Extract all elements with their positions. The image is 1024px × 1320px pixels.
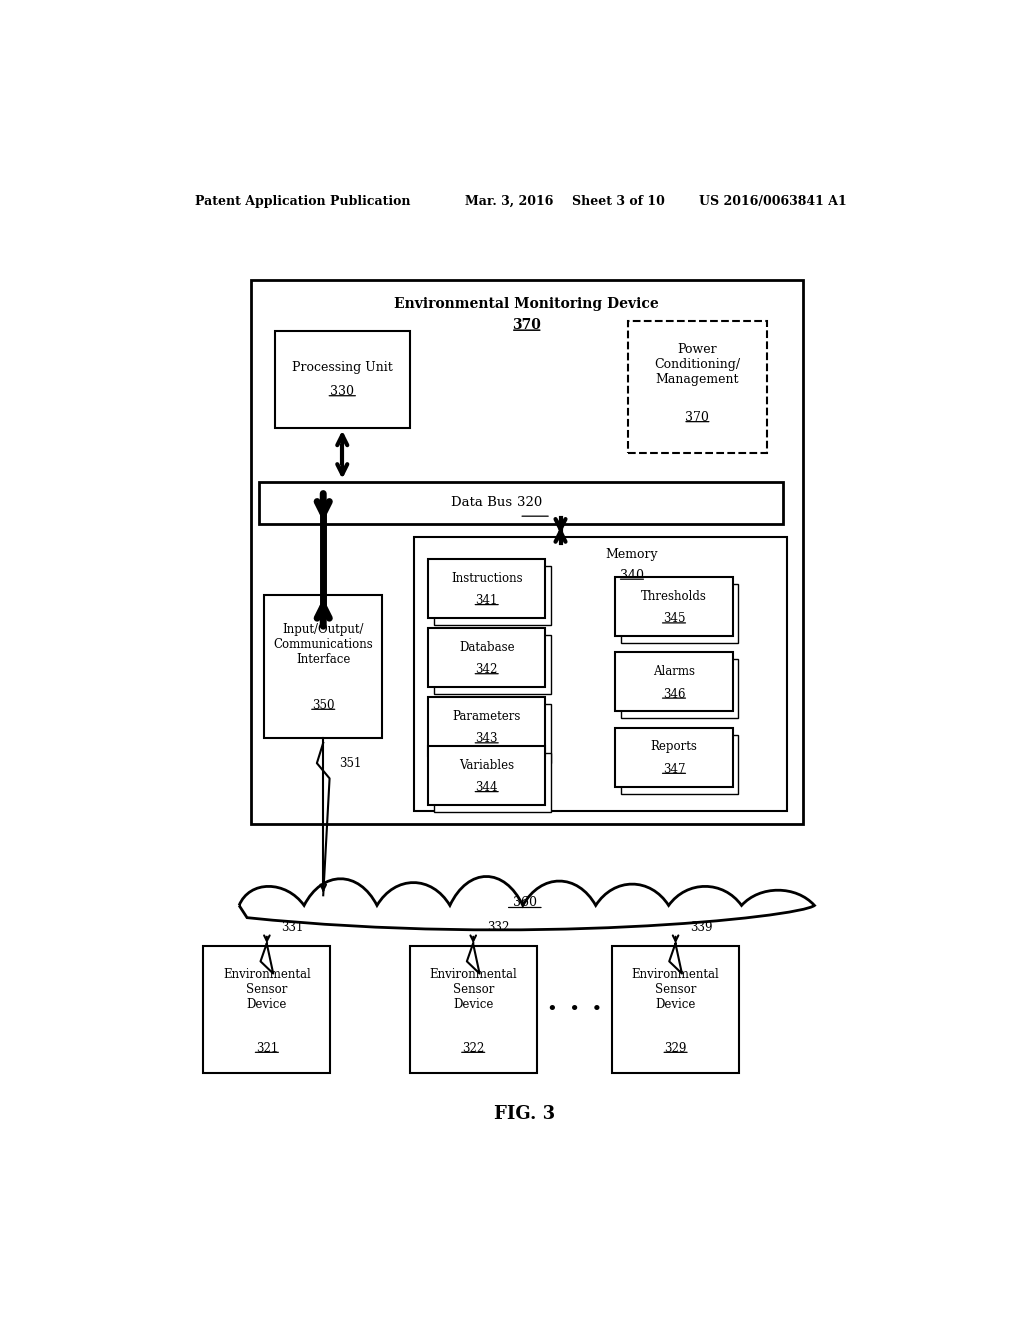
- Text: 321: 321: [256, 1041, 278, 1055]
- FancyBboxPatch shape: [428, 558, 546, 618]
- Text: 370: 370: [512, 318, 542, 333]
- Text: Patent Application Publication: Patent Application Publication: [196, 194, 411, 207]
- Text: Data Bus: Data Bus: [452, 496, 517, 510]
- Text: 340: 340: [620, 569, 644, 582]
- FancyBboxPatch shape: [621, 660, 738, 718]
- Text: Thresholds: Thresholds: [641, 590, 707, 603]
- Text: Alarms: Alarms: [653, 665, 695, 678]
- FancyBboxPatch shape: [428, 628, 546, 686]
- FancyBboxPatch shape: [274, 331, 410, 428]
- Text: Reports: Reports: [650, 741, 697, 754]
- Text: 346: 346: [663, 688, 685, 701]
- Text: Environmental
Sensor
Device: Environmental Sensor Device: [632, 968, 720, 1011]
- Text: 332: 332: [487, 921, 510, 935]
- Text: 370: 370: [685, 411, 710, 424]
- Text: Memory: Memory: [605, 548, 658, 561]
- Text: Instructions: Instructions: [451, 572, 522, 585]
- FancyBboxPatch shape: [410, 946, 537, 1073]
- FancyBboxPatch shape: [433, 704, 551, 763]
- FancyBboxPatch shape: [621, 585, 738, 643]
- FancyBboxPatch shape: [428, 697, 546, 756]
- FancyBboxPatch shape: [433, 752, 551, 812]
- Text: 343: 343: [475, 733, 498, 746]
- Text: Environmental Monitoring Device: Environmental Monitoring Device: [394, 297, 659, 310]
- Text: 330: 330: [331, 385, 354, 399]
- Text: Variables: Variables: [459, 759, 514, 772]
- Text: 320: 320: [517, 496, 542, 510]
- Text: US 2016/0063841 A1: US 2016/0063841 A1: [699, 194, 847, 207]
- Text: 347: 347: [663, 763, 685, 776]
- FancyBboxPatch shape: [259, 482, 782, 524]
- FancyBboxPatch shape: [251, 280, 803, 824]
- Text: 331: 331: [282, 921, 303, 935]
- FancyBboxPatch shape: [414, 536, 786, 810]
- FancyBboxPatch shape: [612, 946, 739, 1073]
- Text: 350: 350: [312, 698, 335, 711]
- Text: 339: 339: [690, 921, 713, 935]
- FancyBboxPatch shape: [628, 321, 767, 453]
- Text: •  •  •: • • •: [547, 1001, 602, 1019]
- FancyBboxPatch shape: [615, 577, 733, 636]
- Text: Environmental
Sensor
Device: Environmental Sensor Device: [429, 968, 517, 1011]
- FancyBboxPatch shape: [204, 946, 331, 1073]
- Text: Input/Output/
Communications
Interface: Input/Output/ Communications Interface: [273, 623, 373, 665]
- Text: 341: 341: [475, 594, 498, 607]
- Text: Database: Database: [459, 640, 514, 653]
- Text: FIG. 3: FIG. 3: [495, 1105, 555, 1123]
- FancyBboxPatch shape: [433, 635, 551, 694]
- Text: 351: 351: [339, 756, 361, 770]
- Text: Parameters: Parameters: [453, 710, 521, 723]
- Text: 342: 342: [475, 663, 498, 676]
- Text: Power
Conditioning/
Management: Power Conditioning/ Management: [654, 343, 740, 387]
- Text: Processing Unit: Processing Unit: [292, 360, 392, 374]
- PathPatch shape: [240, 876, 814, 929]
- FancyBboxPatch shape: [433, 566, 551, 624]
- Text: Environmental
Sensor
Device: Environmental Sensor Device: [223, 968, 310, 1011]
- Text: 344: 344: [475, 781, 498, 795]
- FancyBboxPatch shape: [615, 652, 733, 711]
- Text: 322: 322: [462, 1041, 484, 1055]
- Text: 360: 360: [513, 896, 537, 909]
- FancyBboxPatch shape: [428, 746, 546, 805]
- Text: Mar. 3, 2016: Mar. 3, 2016: [465, 194, 554, 207]
- Text: Sheet 3 of 10: Sheet 3 of 10: [572, 194, 666, 207]
- FancyBboxPatch shape: [264, 595, 382, 738]
- Text: 345: 345: [663, 612, 685, 626]
- FancyBboxPatch shape: [615, 727, 733, 787]
- FancyBboxPatch shape: [621, 735, 738, 793]
- Text: 329: 329: [665, 1041, 687, 1055]
